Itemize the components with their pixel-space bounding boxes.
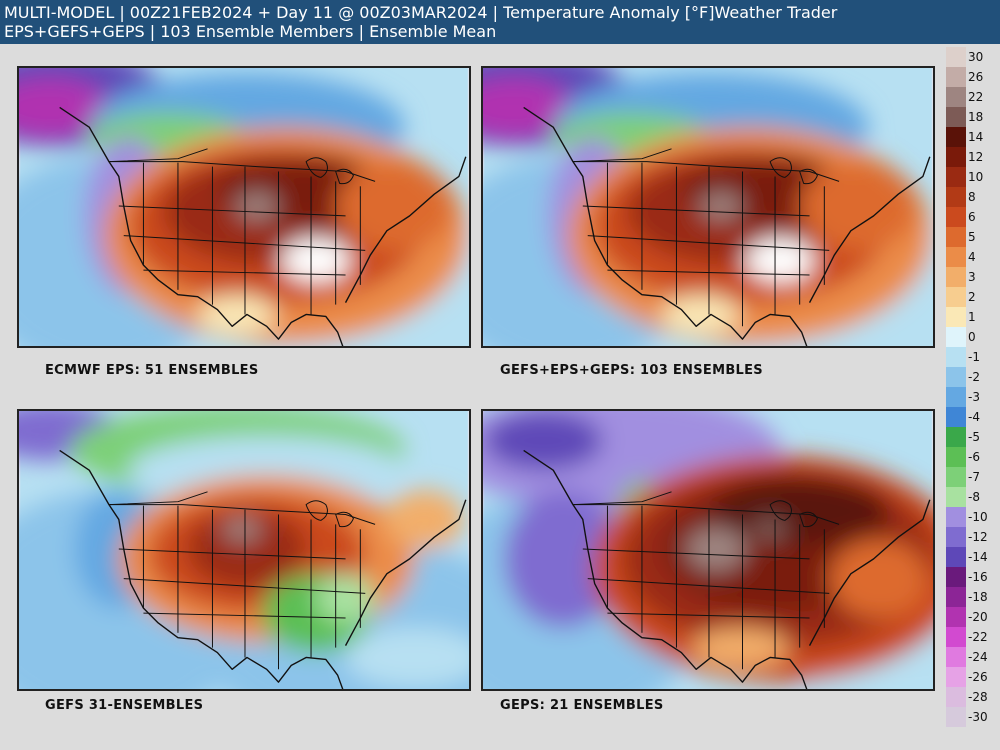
scale-swatch: [946, 287, 966, 307]
scale-swatch: [946, 487, 966, 507]
color-scale-bar: [946, 47, 966, 727]
scale-label: -1: [968, 350, 980, 364]
temperature-anomaly-map: [19, 68, 469, 346]
temperature-anomaly-map: [19, 411, 469, 689]
scale-swatch: [946, 347, 966, 367]
scale-label: -18: [968, 590, 988, 604]
scale-label: 1: [968, 310, 976, 324]
scale-label: -14: [968, 550, 988, 564]
panel-caption-ecmwf-eps: ECMWF EPS: 51 ENSEMBLES: [45, 363, 259, 378]
scale-label: 18: [968, 110, 984, 124]
scale-label: -6: [968, 450, 980, 464]
scale-swatch: [946, 47, 966, 67]
scale-label: -5: [968, 430, 980, 444]
scale-label: 26: [968, 70, 984, 84]
scale-label: 30: [968, 50, 984, 64]
scale-swatch: [946, 227, 966, 247]
brand-name: Weather Trader: [714, 3, 838, 22]
scale-label: 0: [968, 330, 976, 344]
temperature-anomaly-map: [483, 411, 933, 689]
panel-caption-combined: GEFS+EPS+GEPS: 103 ENSEMBLES: [500, 363, 763, 378]
scale-swatch: [946, 427, 966, 447]
scale-swatch: [946, 607, 966, 627]
color-scale-labels: 30 26 22 18 14 12 10 8 6 5 4 3 2 1 0 -1 -2 -3 -4 -5 -6 -7 -8 -1…: [968, 47, 998, 727]
scale-label: -2: [968, 370, 980, 384]
scale-label: -28: [968, 690, 988, 704]
scale-swatch: [946, 147, 966, 167]
scale-swatch: [946, 627, 966, 647]
scale-swatch: [946, 507, 966, 527]
scale-swatch: [946, 127, 966, 147]
scale-swatch: [946, 387, 966, 407]
panel-caption-geps: GEPS: 21 ENSEMBLES: [500, 698, 664, 713]
map-panel-geps: [481, 409, 935, 691]
title-text: MULTI-MODEL | 00Z21FEB2024 + Day 11 @ 00…: [4, 3, 715, 22]
scale-label: -4: [968, 410, 980, 424]
scale-swatch: [946, 207, 966, 227]
scale-label: 10: [968, 170, 984, 184]
scale-swatch: [946, 187, 966, 207]
scale-swatch: [946, 87, 966, 107]
scale-label: 4: [968, 250, 976, 264]
scale-swatch: [946, 367, 966, 387]
map-panel-combined: [481, 66, 935, 348]
scale-label: -12: [968, 530, 988, 544]
panel-caption-gefs: GEFS 31-ENSEMBLES: [45, 698, 204, 713]
scale-swatch: [946, 167, 966, 187]
scale-swatch: [946, 687, 966, 707]
scale-label: 12: [968, 150, 984, 164]
temperature-anomaly-map: [483, 68, 933, 346]
scale-swatch: [946, 527, 966, 547]
scale-label: -7: [968, 470, 980, 484]
title-line-1: MULTI-MODEL | 00Z21FEB2024 + Day 11 @ 00…: [4, 3, 837, 22]
scale-swatch: [946, 407, 966, 427]
scale-swatch: [946, 667, 966, 687]
title-bar: MULTI-MODEL | 00Z21FEB2024 + Day 11 @ 00…: [0, 0, 1000, 44]
scale-label: 8: [968, 190, 976, 204]
scale-swatch: [946, 247, 966, 267]
scale-swatch: [946, 327, 966, 347]
scale-label: -3: [968, 390, 980, 404]
scale-label: 3: [968, 270, 976, 284]
scale-swatch: [946, 447, 966, 467]
scale-swatch: [946, 107, 966, 127]
scale-label: 14: [968, 130, 984, 144]
scale-swatch: [946, 647, 966, 667]
scale-swatch: [946, 567, 966, 587]
scale-label: 22: [968, 90, 984, 104]
scale-swatch: [946, 307, 966, 327]
scale-label: 2: [968, 290, 976, 304]
scale-label: -8: [968, 490, 980, 504]
map-panel-gefs: [17, 409, 471, 691]
scale-label: -22: [968, 630, 988, 644]
scale-label: 5: [968, 230, 976, 244]
scale-swatch: [946, 67, 966, 87]
map-panel-ecmwf-eps: [17, 66, 471, 348]
scale-label: 6: [968, 210, 976, 224]
scale-label: -20: [968, 610, 988, 624]
scale-swatch: [946, 707, 966, 727]
scale-swatch: [946, 547, 966, 567]
scale-label: -10: [968, 510, 988, 524]
scale-label: -16: [968, 570, 988, 584]
scale-swatch: [946, 267, 966, 287]
title-line-2: EPS+GEFS+GEPS | 103 Ensemble Members | E…: [4, 22, 497, 41]
scale-swatch: [946, 587, 966, 607]
scale-label: -24: [968, 650, 988, 664]
scale-label: -26: [968, 670, 988, 684]
scale-label: -30: [968, 710, 988, 724]
scale-swatch: [946, 467, 966, 487]
